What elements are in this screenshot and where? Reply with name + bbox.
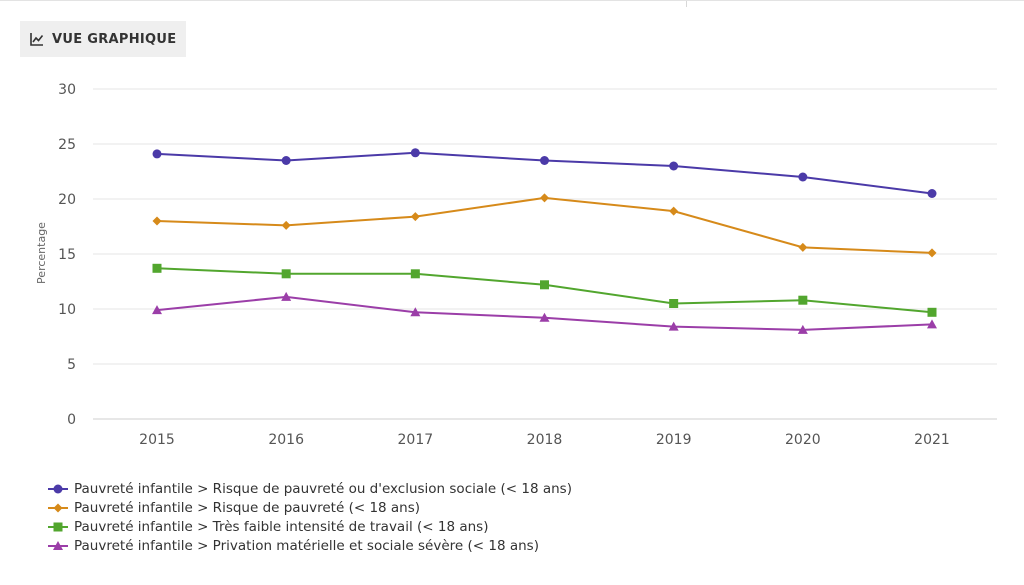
x-tick-label: 2018 <box>527 432 563 448</box>
data-point <box>152 216 162 226</box>
line-chart: 0 5 10 15 20 25 30 2015 2016 2017 2018 2019 2020 202… <box>35 82 997 448</box>
data-point <box>927 248 937 258</box>
legend-item[interactable]: Pauvreté infantile > Risque de pauvreté … <box>48 498 572 517</box>
data-point <box>927 307 937 317</box>
data-point <box>927 189 937 198</box>
legend-item[interactable]: Pauvreté infantile > Très faible intensi… <box>48 517 572 536</box>
series-4 <box>152 291 937 334</box>
legend-symbol <box>53 522 63 531</box>
circle-marker-icon <box>48 484 68 493</box>
data-point <box>797 324 808 334</box>
legend-symbol <box>53 503 63 512</box>
legend-symbol <box>53 540 63 550</box>
x-tick-label: 2016 <box>268 432 304 448</box>
x-axis-ticks: 2015 2016 2017 2018 2019 2020 2021 <box>139 432 950 448</box>
x-tick-label: 2017 <box>398 432 434 448</box>
data-point <box>152 305 162 315</box>
data-point <box>668 321 679 331</box>
data-point <box>152 149 162 159</box>
y-tick-label: 0 <box>67 412 76 428</box>
grid-lines <box>93 88 997 420</box>
data-point <box>669 299 679 308</box>
data-point <box>927 319 937 329</box>
y-axis-ticks: 0 5 10 15 20 25 30 <box>58 82 76 428</box>
y-tick-label: 15 <box>58 247 76 263</box>
legend-label: Pauvreté infantile > Risque de pauvreté … <box>74 499 421 516</box>
y-tick-label: 5 <box>67 357 76 373</box>
data-point <box>540 280 549 290</box>
legend-label: Pauvreté infantile > Privation matériell… <box>74 537 539 554</box>
series-line <box>156 267 933 314</box>
square-marker-icon <box>48 522 68 531</box>
legend-item[interactable]: Pauvreté infantile > Privation matériell… <box>48 536 572 555</box>
legend-label: Pauvreté infantile > Risque de pauvreté … <box>74 480 572 497</box>
series-3 <box>152 263 937 317</box>
data-point <box>410 212 420 222</box>
series-group <box>152 148 937 334</box>
tab-chart-view[interactable]: VUE GRAPHIQUE <box>20 21 187 57</box>
x-tick-label: 2021 <box>914 432 950 448</box>
y-tick-label: 25 <box>58 137 76 153</box>
diamond-marker-icon <box>48 503 68 512</box>
y-axis-label: Percentage <box>35 222 48 284</box>
top-divider-tick <box>686 1 687 7</box>
data-point <box>669 161 679 171</box>
data-point <box>410 307 421 317</box>
data-point <box>410 269 420 279</box>
legend-label: Pauvreté infantile > Très faible intensi… <box>74 518 489 535</box>
data-point <box>410 148 420 158</box>
legend-item[interactable]: Pauvreté infantile > Risque de pauvreté … <box>48 479 572 498</box>
legend-symbol <box>53 484 63 493</box>
legend: Pauvreté infantile > Risque de pauvreté … <box>48 479 572 555</box>
data-point <box>669 206 679 216</box>
data-point <box>281 291 292 301</box>
x-tick-label: 2020 <box>785 432 821 448</box>
triangle-marker-icon <box>48 540 68 550</box>
data-point <box>152 263 162 273</box>
data-point <box>798 242 808 252</box>
y-tick-label: 20 <box>58 192 76 208</box>
series-2 <box>152 193 937 258</box>
data-point <box>798 295 808 305</box>
data-point <box>281 156 291 165</box>
y-tick-label: 30 <box>58 82 76 98</box>
series-line <box>156 196 933 254</box>
data-point <box>539 312 550 322</box>
data-point <box>281 269 291 279</box>
data-point <box>540 156 549 165</box>
series-1 <box>152 148 937 198</box>
x-tick-label: 2019 <box>656 432 692 448</box>
data-point <box>798 172 808 182</box>
data-point <box>281 220 291 230</box>
x-tick-label: 2015 <box>139 432 175 448</box>
line-chart-icon <box>30 33 44 46</box>
data-point <box>540 193 549 203</box>
tab-label: VUE GRAPHIQUE <box>52 31 177 47</box>
y-tick-label: 10 <box>58 302 76 318</box>
